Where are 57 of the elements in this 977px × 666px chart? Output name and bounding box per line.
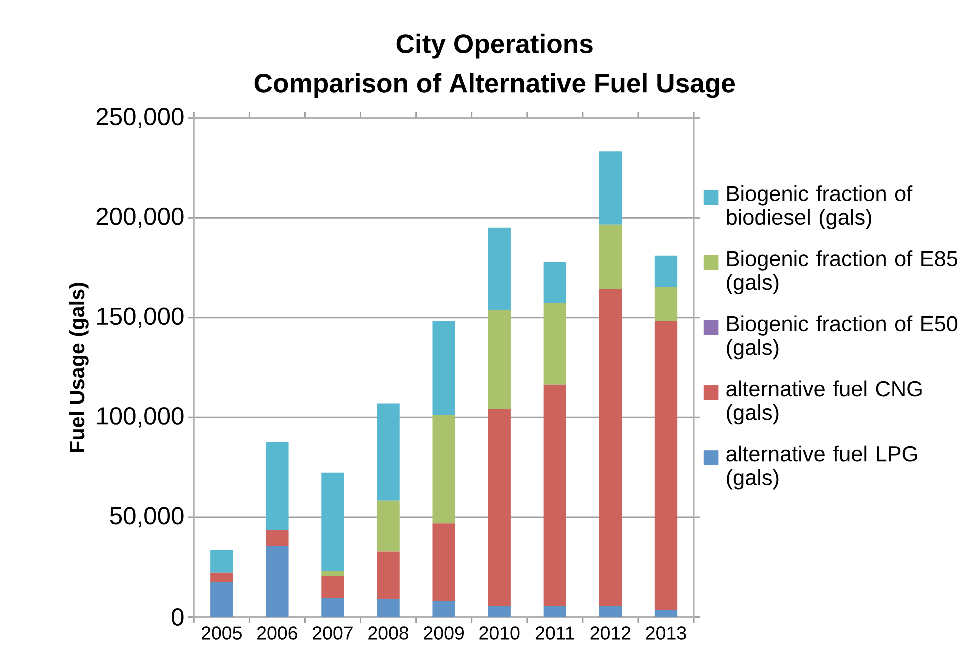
bar [210, 573, 234, 583]
legend-label: Biogenic fraction of biodiesel (gals) [727, 186, 913, 230]
y-axis-title: Fuel Usage (gals) [69, 283, 89, 452]
bar [210, 582, 234, 618]
bar [377, 501, 400, 552]
chart-title: City Operations [396, 34, 593, 59]
bar [544, 262, 566, 304]
x-tick-label: 2013 [646, 626, 686, 640]
y-tick-label: 50,000 [110, 507, 184, 528]
x-tick-label: 2007 [313, 626, 353, 640]
y-tick-label: 250,000 [96, 108, 184, 129]
legend-label: alternative fuel CNG (gals) [726, 381, 922, 425]
bar [599, 289, 622, 606]
bar [654, 256, 678, 288]
bar [488, 228, 511, 311]
bar [377, 600, 400, 618]
x-tick-label: 2006 [258, 626, 298, 640]
bar [322, 473, 344, 572]
x-tick-label: 2011 [536, 626, 574, 640]
bar [266, 546, 289, 618]
bar [654, 321, 678, 610]
bar [544, 304, 566, 386]
bar [210, 550, 234, 574]
y-tick-label: 0 [172, 608, 184, 626]
bar [654, 610, 678, 618]
bar [322, 572, 344, 576]
bar [488, 409, 511, 606]
y-tick-label: 100,000 [98, 408, 184, 428]
bar [266, 530, 289, 546]
x-tick-label: 2012 [590, 626, 631, 640]
x-tick-label: 2010 [480, 626, 520, 640]
x-tick-label: 2005 [202, 626, 242, 640]
bar [599, 225, 622, 290]
bar [654, 288, 678, 322]
y-tick-label: 150,000 [98, 308, 184, 328]
legend-label: Biogenic fraction of E85 (gals) [727, 250, 958, 295]
bar [322, 576, 344, 599]
bar [432, 524, 456, 602]
bar [377, 404, 400, 502]
bar [432, 321, 456, 416]
legend-label: alternative fuel LPG (gals) [726, 446, 918, 490]
x-tick-label: 2008 [368, 626, 409, 640]
bar [432, 601, 456, 618]
y-tick-label: 200,000 [96, 208, 184, 229]
bar [599, 606, 622, 618]
bar [377, 552, 400, 600]
bar [544, 385, 566, 606]
bar [488, 310, 511, 410]
bar [599, 152, 622, 226]
legend-label: Biogenic fraction of E50 (gals) [727, 316, 958, 360]
bar [488, 606, 511, 618]
bar [322, 598, 344, 618]
bar [266, 442, 289, 530]
bar [432, 416, 456, 524]
bar [544, 606, 566, 618]
chart-subtitle: Comparison of Alternative Fuel Usage [254, 74, 736, 98]
x-tick-label: 2009 [424, 626, 464, 640]
